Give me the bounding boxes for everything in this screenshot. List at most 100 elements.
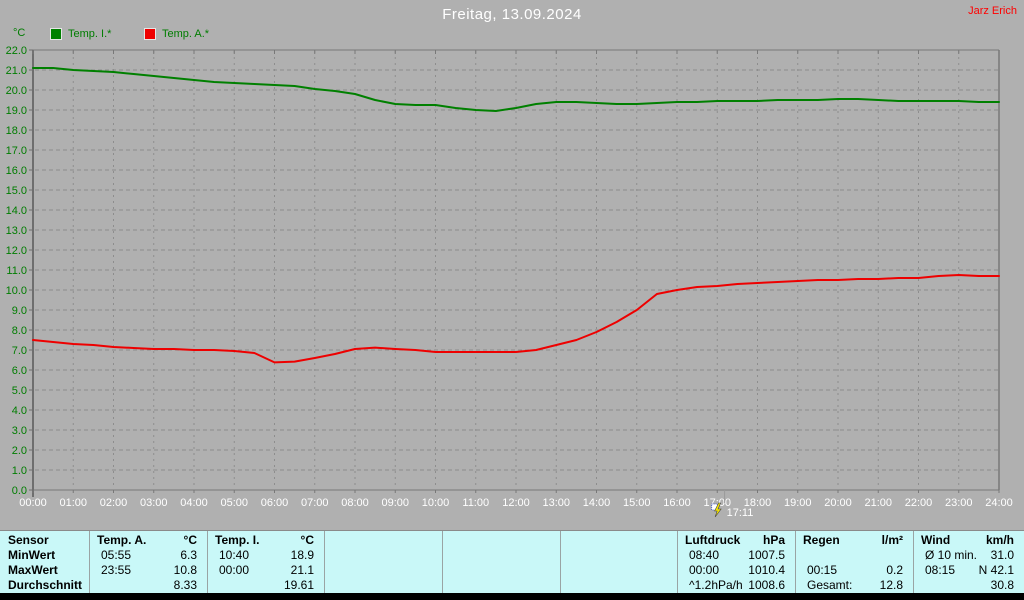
value-row: 00:00 1010.4 (678, 563, 795, 578)
cell-value: 18.9 (290, 548, 314, 562)
wind-column: Wind km/h Ø 10 min. 31.0 08:15 N 42.1 30.8 (913, 531, 1024, 593)
cell-value: 0.2 (886, 563, 903, 577)
value-row: 30.8 (914, 578, 1024, 593)
cell-left (914, 578, 925, 593)
value-row: 08:15 N 42.1 (914, 563, 1024, 578)
y-axis-tick-label: 6.0 (12, 365, 27, 377)
cell-value: 12.8 (879, 578, 903, 592)
y-axis-tick-label: 13.0 (6, 225, 27, 237)
y-axis-tick-label: 21.0 (6, 65, 27, 77)
cell-value: 1010.4 (748, 563, 785, 577)
value-row: 10:40 18.9 (208, 548, 324, 563)
x-axis-tick-label: 14:00 (583, 497, 611, 509)
column-header-row: Wind km/h (914, 533, 1024, 548)
x-axis-tick-label: 21:00 (864, 497, 892, 509)
x-axis-tick-label: 23:00 (945, 497, 973, 509)
statistics-table: Sensor MinWert MaxWert Durchschnitt Temp. A.… (0, 530, 1024, 593)
cell-value: 30.8 (990, 578, 1014, 592)
y-axis-tick-label: 20.0 (6, 85, 27, 97)
row-label: Sensor (8, 533, 49, 547)
row-label: MinWert (8, 548, 56, 562)
cell-value: 6.3 (180, 548, 197, 562)
y-axis-tick-label: 2.0 (12, 445, 27, 457)
row-label: Durchschnitt (8, 578, 83, 592)
cell-value: 8.33 (173, 578, 197, 592)
cell-left: ^1.2hPa/h (689, 578, 743, 592)
empty-column-3 (560, 531, 677, 593)
cell-value: 1008.6 (748, 578, 785, 592)
cell-left (90, 578, 101, 593)
value-row: 05:55 6.3 (90, 548, 207, 563)
temp-i-column: Temp. I. °C 10:40 18.9 00:00 21.1 19.61 (207, 531, 324, 593)
value-row: 00:00 21.1 (208, 563, 324, 578)
x-axis-tick-label: 16:00 (663, 497, 691, 509)
x-axis-tick-label: 04:00 (180, 497, 208, 509)
x-axis-tick-label: 02:00 (100, 497, 128, 509)
legend-label-temp-i: Temp. I.* (68, 28, 112, 40)
value-row: Gesamt: 12.8 (796, 578, 913, 593)
cell-left: 00:00 (689, 563, 720, 577)
temperature-line-chart: 0.0 1.0 2.0 3.0 4.0 5.0 6.0 7.0 8.0 9.0 10.0 11.0 12… (6, 45, 1013, 519)
value-row: 23:55 10.8 (90, 563, 207, 578)
value-row: Ø 10 min. 31.0 (914, 548, 1024, 563)
value-row: 19.61 (208, 578, 324, 593)
x-axis-tick-label: 18:00 (744, 497, 772, 509)
cell-value: 10.8 (173, 563, 197, 577)
y-axis-tick-label: 19.0 (6, 105, 27, 117)
y-axis-tick-label: 4.0 (12, 405, 27, 417)
cell-left: Luftdruck (685, 533, 741, 547)
y-axis-tick-label: 16.0 (6, 165, 27, 177)
column-header-row: Temp. A. °C (90, 533, 207, 548)
value-row: 00:15 0.2 (796, 563, 913, 578)
y-axis-tick-label: 5.0 (12, 385, 27, 397)
x-axis-tick-label: 00:00 (19, 497, 47, 509)
x-axis-tick-label: 05:00 (220, 497, 248, 509)
y-axis-tick-label: 0.0 (12, 485, 27, 497)
legend-item-temp-a: Temp. A.* (144, 28, 209, 40)
column-header-row: Regen l/m² (796, 533, 913, 548)
cell-value: 1007.5 (748, 548, 785, 562)
cell-left: 05:55 (101, 548, 132, 562)
temp-a-color-swatch (144, 28, 156, 40)
cell-left: 00:00 (219, 563, 250, 577)
value-row (796, 548, 913, 563)
empty-column-1 (324, 531, 442, 593)
cell-value: 19.61 (283, 578, 314, 592)
value-row: ^1.2hPa/h 1008.6 (678, 578, 795, 593)
y-axis-tick-label: 7.0 (12, 345, 27, 357)
value-row: 8.33 (90, 578, 207, 593)
value-row: 08:40 1007.5 (678, 548, 795, 563)
y-axis-unit-label: °C (13, 27, 26, 39)
lightning-bolt-icon (714, 502, 722, 518)
y-axis-tick-label: 22.0 (6, 45, 27, 57)
temp-i-line-series (32, 67, 1000, 112)
cell-value: l/m² (881, 533, 903, 547)
y-axis-tick-label: 15.0 (6, 185, 27, 197)
x-axis-tick-label: 03:00 (140, 497, 168, 509)
x-axis-tick-label: 13:00 (542, 497, 570, 509)
cell-left: Temp. I. (215, 533, 260, 547)
empty-column-2 (442, 531, 560, 593)
x-axis-tick-label: 20:00 (824, 497, 852, 509)
cell-value: °C (300, 533, 314, 547)
cell-value: °C (183, 533, 197, 547)
time-marker-label: 17:11 (727, 507, 754, 519)
y-axis-tick-label: 1.0 (12, 465, 27, 477)
regen-column: Regen l/m² 00:15 0.2 Gesamt: 12.8 (795, 531, 913, 593)
bottom-black-strip (0, 593, 1024, 600)
cell-left: 23:55 (101, 563, 132, 577)
cell-value: 31.0 (990, 548, 1014, 562)
column-header-row: Luftdruck hPa (678, 533, 795, 548)
y-axis-tick-label: 3.0 (12, 425, 27, 437)
cell-left: 08:40 (689, 548, 720, 562)
cell-left (796, 548, 807, 563)
cell-left: 08:15 (925, 563, 956, 577)
cell-left: Gesamt: (807, 578, 853, 592)
y-axis-tick-label: 18.0 (6, 125, 27, 137)
row-label: MaxWert (8, 563, 58, 577)
temp-i-color-swatch (50, 28, 62, 40)
y-axis-tick-label: 8.0 (12, 325, 27, 337)
cell-value (903, 548, 913, 563)
cell-value: N 42.1 (978, 563, 1014, 577)
